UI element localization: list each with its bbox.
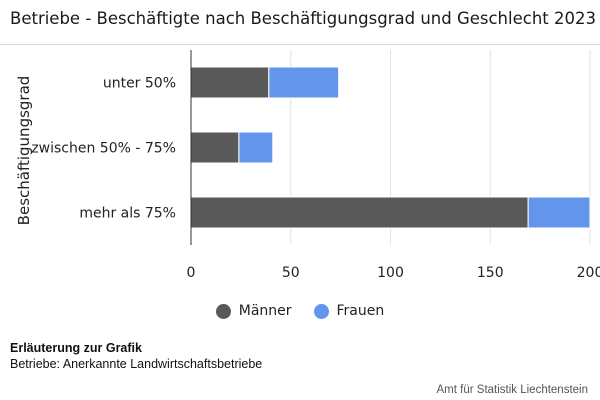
category-label: unter 50% bbox=[103, 76, 176, 92]
x-tick-label: 100 bbox=[377, 265, 404, 281]
title-divider bbox=[0, 44, 600, 45]
legend-swatch-maenner bbox=[215, 303, 231, 319]
legend-label-frauen: Frauen bbox=[336, 303, 385, 319]
bar-frauen bbox=[527, 196, 591, 229]
bar-frauen bbox=[238, 131, 274, 164]
note-title: Erläuterung zur Grafik bbox=[10, 341, 142, 355]
x-tick-label: 0 bbox=[187, 265, 196, 281]
note-text: Betriebe: Anerkannte Landwirtschaftsbetr… bbox=[10, 357, 263, 371]
legend-swatch-frauen bbox=[313, 303, 329, 319]
bar-maenner bbox=[190, 131, 240, 164]
bar-frauen bbox=[268, 66, 340, 99]
bar-maenner bbox=[190, 196, 529, 229]
y-axis-title: Beschäftigungsgrad bbox=[15, 76, 33, 226]
chart-legend: Männer Frauen bbox=[0, 300, 600, 322]
x-tick-label: 200 bbox=[577, 265, 600, 281]
bar-chart: 0 50 100 150 200 unter 50% zwischen 50% - 75% m… bbox=[15, 50, 600, 281]
legend-label-maenner: Männer bbox=[238, 303, 292, 319]
chart-note: Erläuterung zur Grafik Betriebe: Anerkan… bbox=[10, 340, 262, 372]
chart-title: Betriebe - Beschäftigte nach Beschäftigu… bbox=[10, 9, 596, 28]
legend-item-frauen[interactable]: Frauen bbox=[313, 303, 385, 319]
legend-item-maenner[interactable]: Männer bbox=[215, 303, 292, 319]
category-label: mehr als 75% bbox=[79, 206, 176, 222]
category-label: zwischen 50% - 75% bbox=[31, 141, 176, 157]
bar-maenner bbox=[190, 66, 270, 99]
x-tick-label: 50 bbox=[282, 265, 300, 281]
x-tick-label: 150 bbox=[477, 265, 504, 281]
source-credit: Amt für Statistik Liechtenstein bbox=[436, 384, 588, 396]
